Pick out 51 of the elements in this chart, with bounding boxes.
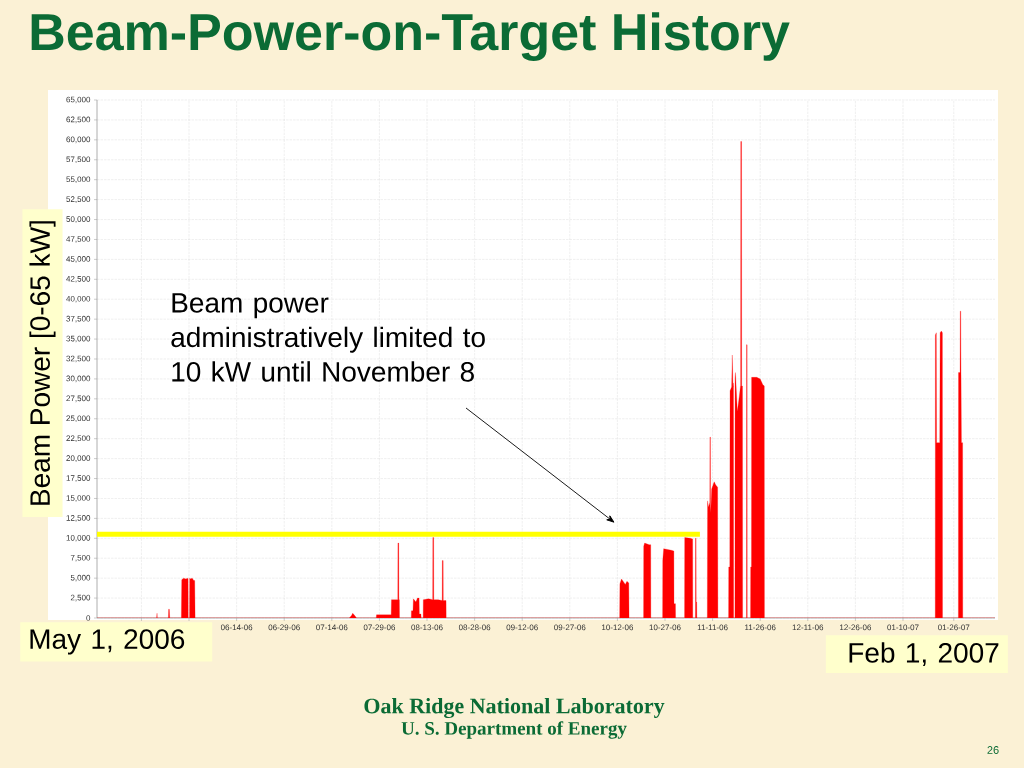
x-tick-label: 07-29-06 <box>363 624 396 631</box>
x-tick-label: 09-12-06 <box>506 624 538 631</box>
text: U. S. Department of Energy <box>401 721 627 739</box>
y-tick-label: 45,000 <box>66 256 91 263</box>
y-tick-label: 55,000 <box>66 176 91 183</box>
y-tick-label: 40,000 <box>66 295 91 303</box>
y-tick-label: 57,500 <box>66 156 91 164</box>
y-tick-label: 62,500 <box>66 116 91 124</box>
y-tick-label: 27,500 <box>66 395 91 403</box>
y-tick-label: 0 <box>86 615 91 621</box>
text: Oak Ridge National Laboratory <box>364 697 665 719</box>
y-tick-label: 47,500 <box>66 236 91 243</box>
y-tick-label: 15,000 <box>66 495 91 502</box>
x-tick-label: 10-12-06 <box>602 624 634 631</box>
y-tick-label: 52,500 <box>66 196 91 203</box>
y-tick-label: 2,500 <box>70 594 91 602</box>
x-tick-label: 06-14-06 <box>220 624 253 631</box>
x-tick-label: 09-27-06 <box>554 624 586 631</box>
text: 26 <box>987 746 999 754</box>
y-tick-label: 17,500 <box>66 475 91 482</box>
y-tick-label: 5,000 <box>70 574 91 582</box>
x-tick-label: 11-26-06 <box>745 624 776 631</box>
text: Feb 1, 2007 <box>849 642 999 667</box>
y-tick-label: 32,500 <box>66 355 91 363</box>
x-tick-label: 12-26-06 <box>839 624 872 631</box>
x-tick-label: 08-13-06 <box>411 624 443 631</box>
y-tick-label: 35,000 <box>66 335 91 343</box>
y-tick-label: 12,500 <box>66 515 91 522</box>
text: May 1, 2006 <box>30 629 185 655</box>
y-tick-label: 37,500 <box>66 315 91 323</box>
x-tick-label: 11-11-06 <box>697 624 728 631</box>
y-axis-title: Beam Power [0-65 kW] <box>29 221 56 505</box>
x-tick-label: 12-11-06 <box>792 624 824 631</box>
x-tick-label: 10-27-06 <box>649 624 681 631</box>
y-tick-label: 30,000 <box>66 375 91 383</box>
y-tick-label: 60,000 <box>66 136 91 144</box>
x-tick-label: 01-10-07 <box>887 624 919 631</box>
y-tick-label: 7,500 <box>70 554 91 562</box>
y-tick-label: 25,000 <box>66 415 91 423</box>
x-tick-label: 08-28-06 <box>458 624 491 631</box>
y-tick-label: 65,000 <box>66 96 91 104</box>
y-tick-label: 22,500 <box>66 435 91 442</box>
x-tick-label: 01-26-07 <box>938 624 970 631</box>
annotation: Beam power administratively limited to 10 kW until November 8 <box>171 293 485 382</box>
chart-title: Beam-Power-on-Target History <box>31 12 790 62</box>
y-tick-label: 10,000 <box>66 535 91 542</box>
x-tick-label: 07-14-06 <box>316 624 348 631</box>
x-tick-label: 06-29-06 <box>268 624 300 631</box>
y-tick-label: 50,000 <box>66 216 91 223</box>
y-tick-label: 20,000 <box>66 455 91 462</box>
y-tick-label: 42,500 <box>66 276 91 283</box>
